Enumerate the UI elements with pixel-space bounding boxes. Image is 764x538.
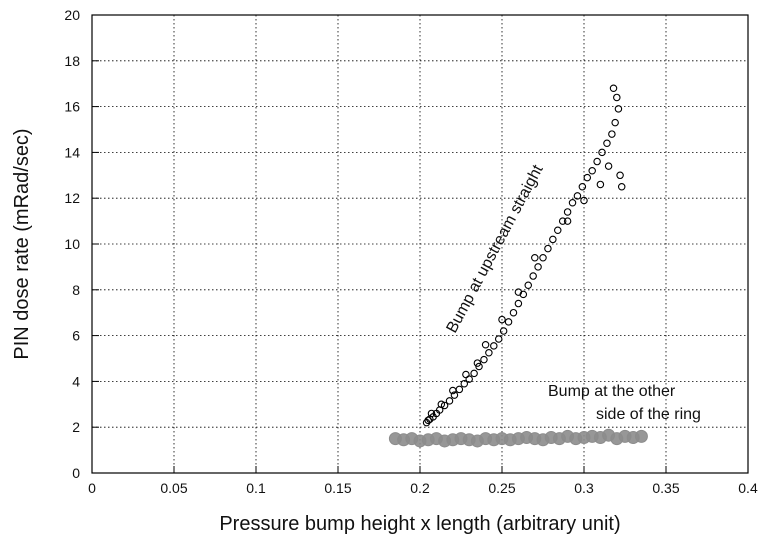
x-tick-label: 0.15 bbox=[324, 480, 351, 496]
data-point bbox=[558, 217, 567, 225]
data-point bbox=[593, 157, 601, 166]
data-point bbox=[498, 315, 506, 324]
x-tick-label: 0 bbox=[88, 480, 96, 496]
x-tick-label: 0.35 bbox=[652, 480, 679, 496]
data-point bbox=[613, 93, 621, 102]
y-tick-label: 2 bbox=[72, 419, 80, 435]
x-tick-label: 0.05 bbox=[160, 480, 187, 496]
data-point bbox=[580, 196, 588, 205]
series-upstream bbox=[422, 84, 626, 427]
annotation-other-side-line1: Bump at the other bbox=[548, 383, 676, 400]
data-point bbox=[494, 335, 503, 343]
data-point bbox=[445, 397, 454, 405]
y-axis-title: PIN dose rate (mRad/sec) bbox=[11, 128, 33, 359]
data-point bbox=[549, 235, 557, 244]
data-point bbox=[563, 217, 572, 225]
data-point bbox=[616, 171, 624, 180]
data-point bbox=[440, 401, 449, 410]
data-point bbox=[470, 369, 478, 378]
data-point bbox=[634, 429, 648, 443]
data-point bbox=[544, 244, 552, 253]
data-points bbox=[388, 84, 648, 448]
x-tick-label: 0.3 bbox=[574, 480, 594, 496]
data-point bbox=[524, 281, 532, 289]
y-tick-label: 12 bbox=[64, 190, 80, 206]
data-point bbox=[449, 386, 457, 395]
data-point bbox=[534, 263, 542, 271]
data-point bbox=[598, 148, 606, 157]
data-point bbox=[588, 166, 596, 175]
data-point bbox=[611, 118, 619, 127]
data-point bbox=[563, 208, 572, 216]
x-tick-label: 0.4 bbox=[738, 480, 758, 496]
data-point bbox=[514, 288, 523, 296]
annotation-other-side-line2: side of the ring bbox=[596, 406, 701, 423]
data-point bbox=[568, 199, 577, 207]
data-point bbox=[460, 379, 469, 388]
x-axis-title: Pressure bump height x length (arbitrary… bbox=[219, 513, 620, 535]
data-point bbox=[554, 226, 562, 235]
data-point bbox=[617, 183, 626, 191]
data-point bbox=[450, 391, 459, 399]
data-point bbox=[473, 359, 482, 367]
data-point bbox=[596, 180, 605, 189]
data-point bbox=[514, 299, 523, 308]
data-point bbox=[578, 183, 587, 191]
y-tick-label: 16 bbox=[64, 99, 80, 115]
data-point bbox=[573, 192, 582, 200]
data-point bbox=[604, 162, 613, 170]
data-point bbox=[455, 385, 464, 394]
y-tick-label: 4 bbox=[72, 373, 80, 389]
x-tick-label: 0.1 bbox=[246, 480, 266, 496]
data-point bbox=[485, 349, 493, 357]
axis-ticks: 0 0.05 0.1 0.15 0.2 0.25 0.3 0.35 0.4 0 2 4 6 8 10 12 14… bbox=[64, 7, 758, 496]
data-point bbox=[509, 308, 518, 317]
y-tick-label: 0 bbox=[72, 465, 80, 481]
y-tick-label: 20 bbox=[64, 7, 80, 23]
data-point bbox=[490, 342, 498, 350]
data-point bbox=[539, 253, 547, 262]
data-point bbox=[437, 400, 446, 409]
y-tick-label: 8 bbox=[72, 282, 80, 298]
data-point bbox=[583, 173, 592, 182]
data-point bbox=[475, 362, 483, 371]
y-tick-label: 6 bbox=[72, 328, 80, 344]
data-point bbox=[499, 327, 508, 335]
data-point bbox=[504, 318, 513, 326]
annotation-upstream: Bump at upstream straight bbox=[444, 162, 547, 336]
data-point bbox=[531, 253, 539, 262]
data-point bbox=[462, 370, 470, 379]
y-tick-label: 10 bbox=[64, 236, 80, 252]
y-tick-label: 18 bbox=[64, 53, 80, 69]
grid bbox=[92, 15, 748, 473]
data-point bbox=[608, 130, 616, 138]
y-tick-label: 14 bbox=[64, 144, 80, 160]
x-tick-label: 0.25 bbox=[488, 480, 515, 496]
x-tick-label: 0.2 bbox=[410, 480, 430, 496]
data-point bbox=[427, 409, 436, 418]
data-point bbox=[614, 105, 623, 113]
data-point bbox=[603, 139, 611, 147]
data-point bbox=[529, 272, 537, 280]
data-point bbox=[480, 355, 488, 364]
data-point bbox=[481, 341, 490, 349]
data-point bbox=[609, 84, 618, 93]
series-other-side bbox=[388, 428, 648, 448]
data-point bbox=[424, 416, 432, 425]
